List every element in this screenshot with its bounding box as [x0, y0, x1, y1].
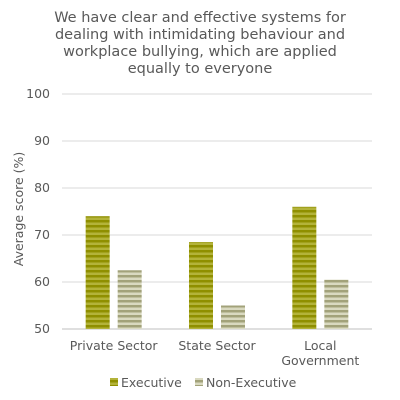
chart-title: We have clear and effective systems ford… [54, 10, 346, 77]
bar-non-executive [324, 279, 349, 329]
gridlines [62, 93, 372, 330]
x-category-label: State Sector [178, 338, 256, 353]
chart-title-line: workplace bullying, which are applied [63, 44, 337, 60]
y-tick-label: 70 [34, 227, 50, 242]
y-tick-label: 60 [34, 274, 50, 289]
y-axis-title: Average score (%) [11, 152, 26, 267]
bar-non-executive [221, 305, 245, 329]
chart-title-line: We have clear and effective systems for [54, 10, 346, 26]
chart-title-line: equally to everyone [128, 61, 273, 77]
chart-title-line: dealing with intimidating behaviour and [55, 27, 345, 43]
legend-label: Non-Executive [206, 375, 297, 390]
legend: Executive Non-Executive [110, 375, 297, 390]
x-category-label: Local [304, 338, 336, 353]
x-axis-categories: Private Sector State Sector LocalGovernmen… [70, 338, 360, 368]
legend-swatch [110, 378, 118, 386]
legend-label: Executive [121, 375, 182, 390]
bar-executive [85, 216, 110, 329]
y-tick-label: 100 [26, 86, 50, 101]
y-tick-label: 80 [34, 180, 50, 195]
bar-executive [292, 206, 317, 329]
bar-non-executive [117, 270, 142, 329]
bar-executive [189, 242, 213, 329]
y-tick-label: 50 [34, 321, 50, 336]
y-tick-label: 90 [34, 133, 50, 148]
x-category-label: Private Sector [70, 338, 159, 353]
x-category-label: Government [281, 353, 359, 368]
bars [85, 206, 349, 329]
legend-swatch [195, 378, 203, 386]
y-axis-ticks: 50 60 70 80 90 100 [26, 86, 50, 336]
